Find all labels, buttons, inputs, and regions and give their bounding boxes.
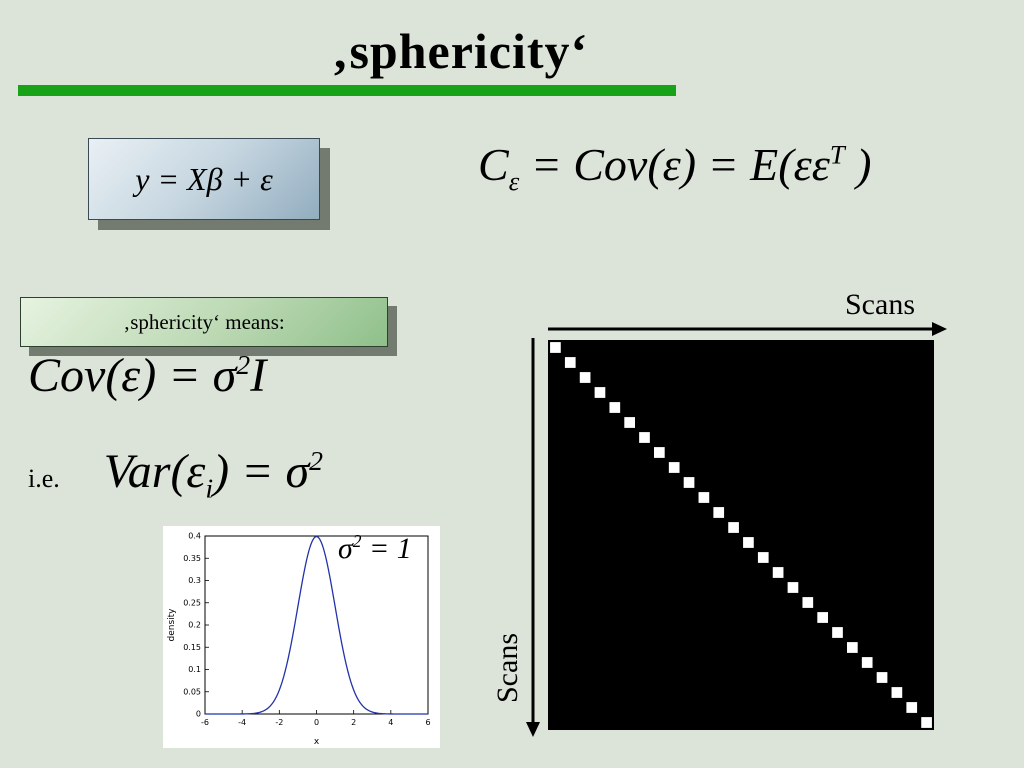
cov-sigma-I: I [250,349,267,402]
svg-text:0.3: 0.3 [188,576,201,585]
svg-text:4: 4 [388,718,393,727]
svg-text:x: x [314,737,320,747]
covariance-definition-formula: Cε = Cov(ε) = E(εεT ) [478,138,872,195]
svg-text:0.2: 0.2 [188,621,201,630]
cov-def-C: C [478,139,509,190]
svg-text:0.4: 0.4 [188,532,201,541]
svg-text:-6: -6 [201,718,209,727]
svg-text:0.1: 0.1 [188,665,201,674]
covariance-matrix-svg [548,340,934,730]
variance-line: i.e. Var(εi) = σ2 [28,444,324,503]
sigma-annotation: σ2 = 1 [338,532,412,566]
svg-text:density: density [167,608,177,642]
svg-text:-2: -2 [275,718,283,727]
cov-sigma-sup: 2 [236,350,251,381]
cov-def-close: ) [844,139,872,190]
svg-text:0.05: 0.05 [183,687,201,696]
scans-left-arrow [526,338,540,737]
slide-title: ‚sphericity‘ [331,23,589,79]
scans-top-arrow [548,322,947,336]
cov-sigma-formula: Cov(ε) = σ2I [28,348,266,403]
svg-text:0.15: 0.15 [183,643,201,652]
svg-text:0.25: 0.25 [183,598,201,607]
svg-text:0: 0 [314,718,319,727]
sigma-note-eq: = 1 [361,532,412,565]
svg-text:0: 0 [196,710,201,719]
scans-top-label: Scans [845,288,915,321]
scans-left-label: Scans [491,633,524,703]
cov-def-sup-T: T [829,139,845,170]
cov-def-sub-epsilon: ε [508,166,520,197]
cov-def-mid: = Cov(ε) = E(εε [519,139,830,190]
var-mid: ) = σ [213,445,310,498]
sigma-note-base: σ [338,532,353,565]
svg-text:6: 6 [425,718,430,727]
covariance-matrix-image [548,340,934,730]
svg-text:0.35: 0.35 [183,554,201,563]
cov-sigma-left: Cov(ε) = σ [28,349,237,402]
sphericity-means-label: ‚sphericity‘ means: [123,309,285,334]
svg-text:-4: -4 [238,718,246,727]
var-sub-i: i [205,473,214,505]
title-underline-bar [18,85,676,96]
model-formula: y = Xβ + ε [135,160,273,197]
density-plot-svg: 0 0.05 0.1 0.15 0.2 0.25 0.3 0.35 0.4 -6 -4 -2 0 2 4 6 x… [167,532,431,747]
var-sup-2: 2 [309,446,324,477]
density-plot: 0 0.05 0.1 0.15 0.2 0.25 0.3 0.35 0.4 -6 -4 -2 0 2 4 6 x… [163,526,440,748]
svg-text:2: 2 [351,718,356,727]
model-formula-box: y = Xβ + ε [88,138,320,220]
ie-label: i.e. [28,464,60,493]
var-left: Var(ε [103,445,206,498]
sigma-note-sup: 2 [352,531,362,551]
var-formula: Var(εi) = σ2 [103,445,324,503]
sphericity-means-box: ‚sphericity‘ means: [20,297,388,347]
